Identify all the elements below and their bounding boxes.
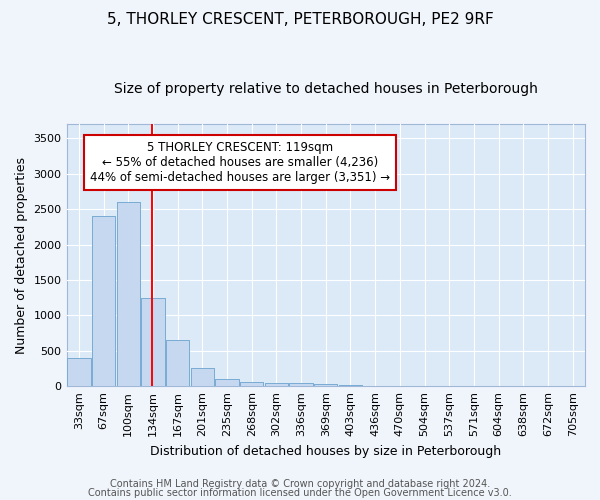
Bar — [166, 340, 190, 386]
Bar — [191, 368, 214, 386]
Bar — [265, 383, 288, 386]
Bar — [289, 383, 313, 386]
Bar — [215, 379, 239, 386]
Bar — [240, 382, 263, 386]
Text: 5, THORLEY CRESCENT, PETERBOROUGH, PE2 9RF: 5, THORLEY CRESCENT, PETERBOROUGH, PE2 9… — [107, 12, 493, 28]
Bar — [67, 358, 91, 386]
Bar — [240, 382, 263, 386]
Text: 5 THORLEY CRESCENT: 119sqm
← 55% of detached houses are smaller (4,236)
44% of s: 5 THORLEY CRESCENT: 119sqm ← 55% of deta… — [90, 141, 390, 184]
Bar — [191, 368, 214, 386]
Title: Size of property relative to detached houses in Peterborough: Size of property relative to detached ho… — [114, 82, 538, 96]
Bar — [265, 383, 288, 386]
Bar — [141, 298, 164, 386]
Bar — [116, 202, 140, 386]
Bar — [339, 384, 362, 386]
Bar — [215, 379, 239, 386]
Bar — [141, 298, 164, 386]
Bar — [289, 383, 313, 386]
Text: Contains HM Land Registry data © Crown copyright and database right 2024.: Contains HM Land Registry data © Crown c… — [110, 479, 490, 489]
Bar — [92, 216, 115, 386]
Bar — [116, 202, 140, 386]
Y-axis label: Number of detached properties: Number of detached properties — [15, 156, 28, 354]
Bar — [314, 384, 337, 386]
X-axis label: Distribution of detached houses by size in Peterborough: Distribution of detached houses by size … — [150, 444, 502, 458]
Text: Contains public sector information licensed under the Open Government Licence v3: Contains public sector information licen… — [88, 488, 512, 498]
Bar — [67, 358, 91, 386]
Bar — [92, 216, 115, 386]
Bar — [166, 340, 190, 386]
Bar — [314, 384, 337, 386]
Bar — [339, 384, 362, 386]
